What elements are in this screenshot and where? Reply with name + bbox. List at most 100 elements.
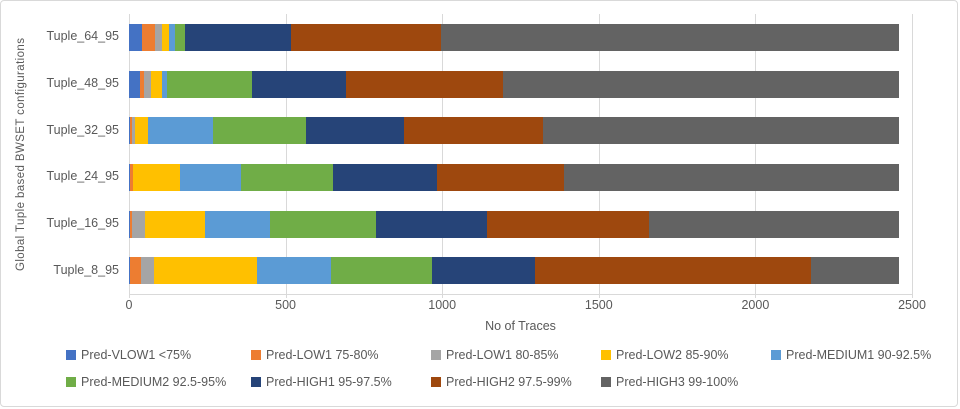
bar-segment [486,210,649,238]
legend-item: Pred-LOW2 85-90% [601,348,729,362]
legend-item: Pred-MEDIUM2 92.5-95% [66,375,226,389]
bar-segment [240,163,333,191]
bar-segment [291,23,442,51]
bar-segment [129,23,143,51]
legend-swatch-icon [431,377,441,387]
bar-segment [143,70,151,98]
legend-swatch-icon [601,377,611,387]
gridline [912,14,913,294]
x-tick-label: 2500 [898,298,926,312]
bar-segment [129,257,130,285]
bar-segment [441,23,899,51]
legend-swatch-icon [66,377,76,387]
bar-segment [129,257,141,285]
bar-segment [132,163,181,191]
bar-segment [185,23,292,51]
y-axis-title: Global Tuple based BWSET configurations [15,37,27,271]
bar-segment [180,163,241,191]
axis-tick [129,294,130,298]
bar-segment [129,210,132,238]
category-label: Tuple_32_95 [46,122,119,137]
bar-segment [213,117,306,145]
axis-tick [912,294,913,298]
bar-segment [175,23,186,51]
bar-segment [269,210,376,238]
legend-swatch-icon [601,350,611,360]
bar-segment [251,70,346,98]
bar-segment [502,70,900,98]
bar-segment [204,210,270,238]
x-axis-title: No of Traces [485,319,556,333]
axis-tick [442,294,444,298]
bar-segment [129,210,130,238]
category-label: Tuple_16_95 [46,216,119,230]
bar-segment [147,117,214,145]
bar-segment [129,117,130,145]
bar-segment [648,210,900,238]
legend-item: Pred-VLOW1 <75% [66,348,191,362]
bar-segment [375,210,487,238]
x-tick-label: 0 [125,298,133,312]
axis-tick [755,294,757,298]
bar-segment [129,70,141,98]
bar-segment [332,163,438,191]
category-label: Tuple_64_95 [46,29,119,44]
bar-segment [140,257,155,285]
legend-label: Pred-HIGH3 99-100% [616,375,739,389]
legend-label: Pred-HIGH2 97.5-99% [446,375,572,389]
gridline [129,14,130,294]
legend-label: Pred-HIGH1 95-97.5% [266,375,392,389]
bar-segment [563,163,900,191]
bar-segment [305,117,404,145]
bar-segment [431,257,535,285]
bar-segment [131,117,135,145]
plot-area [129,14,913,298]
bar-row-Tuple_48_95 [129,70,912,98]
category-label: Tuple_24_95 [46,169,119,184]
legend-swatch-icon [66,350,76,360]
bar-segment [144,210,205,238]
bar-segment [154,257,258,285]
legend-label: Pred-LOW1 80-85% [446,348,559,362]
bar-row-Tuple_16_95 [129,210,912,238]
bar-segment [403,117,543,145]
bar-segment [542,117,900,145]
legend-item: Pred-HIGH2 97.5-99% [431,375,572,389]
bar-segment [345,70,503,98]
bar-segment [161,23,169,51]
x-tick-label: 1500 [584,298,613,312]
bar-row-Tuple_32_95 [129,117,912,145]
legend-swatch-icon [251,377,261,387]
legend-swatch-icon [431,350,441,360]
bar-segment [161,70,168,98]
bar-segment [150,70,162,98]
bar-segment [257,257,331,285]
bar-segment [142,23,155,51]
bar-segment [129,163,133,191]
bar-segment [330,257,432,285]
bar-segment [154,23,162,51]
legend-swatch-icon [251,350,261,360]
bar-segment [437,163,564,191]
legend-item: Pred-HIGH3 99-100% [601,375,738,389]
legend-item: Pred-LOW1 75-80% [251,348,379,362]
bar-segment [129,163,130,191]
bar-segment [168,23,176,51]
category-label: Tuple_48_95 [46,76,119,90]
bar-segment [140,70,144,98]
legend-label: Pred-MEDIUM2 92.5-95% [81,375,227,389]
x-tick-label: 2000 [741,298,770,312]
legend-label: Pred-VLOW1 <75% [81,348,192,362]
legend-item: Pred-HIGH1 95-97.5% [251,375,392,389]
bar-segment [167,70,252,98]
legend-label: Pred-MEDIUM1 90-92.5% [786,348,932,362]
gridline [598,14,600,294]
bar-row-Tuple_24_95 [129,163,912,191]
bar-segment [131,210,145,238]
bar-segment [811,257,900,285]
bar-segment [129,117,132,145]
bar-segment [534,257,812,285]
gridline [285,14,287,294]
axis-tick [598,294,600,298]
